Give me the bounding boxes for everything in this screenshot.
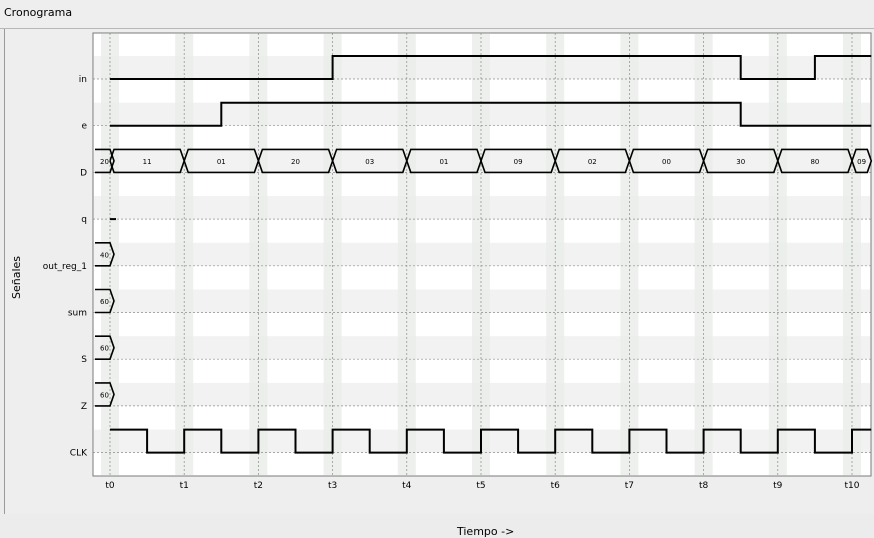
bus-value-label: 09 [857,158,866,166]
bus-value-label: 02 [588,158,597,166]
bus-value-label: 03 [365,158,374,166]
bus-value-label: 09 [514,158,523,166]
signal-wave [110,55,872,80]
signal-wave [110,101,872,127]
bus-value-label: 20 [291,158,300,166]
timing-chart: in e D 20 11 01 20 03 01 09 02 00 30 80 09 q out_reg_1 40… [43,32,873,491]
x-tick-label: t3 [328,481,337,491]
signal-label: out_reg_1 [43,262,87,272]
bus-cell [851,148,873,174]
x-tick-label: t5 [476,481,485,491]
x-tick-label: t8 [699,481,709,491]
bus-value-label: 11 [143,158,152,166]
bus-value-label: 01 [217,158,226,166]
bus-value-label: 30 [736,158,745,166]
chart-panel: in e D 20 11 01 20 03 01 09 02 00 30 80 09 q out_reg_1 40… [4,29,874,538]
x-tick-label: t9 [773,481,783,491]
signal-label: Z [81,402,87,412]
y-axis-label: Señales [10,255,23,299]
x-tick-label: t2 [254,481,263,491]
bus-cell [95,382,115,407]
signal-label: S [81,355,87,365]
bus-value-label: 01 [439,158,448,166]
x-axis-label: Tiempo -> [457,525,515,538]
signal-label: in [79,75,87,85]
bus-value-label: 60 [100,298,109,306]
bus-value-label: 00 [662,158,671,166]
x-tick-label: t4 [402,481,412,491]
x-tick-label: t7 [625,481,634,491]
x-tick-label: t10 [845,481,860,491]
signal-label: e [81,122,87,132]
bus-cell [95,242,115,267]
bus-cell [95,288,115,314]
title-bar: Cronograma [0,0,874,29]
bus-value-label: 60 [100,345,109,353]
bus-cell [95,335,115,361]
signal-label: CLK [70,449,88,459]
bus-value-label: 80 [810,158,819,166]
bus-value-label: 20 [100,158,109,166]
x-tick-label: t6 [551,481,561,491]
x-tick-label: t1 [180,481,189,491]
x-tick-label: t0 [105,481,115,491]
signal-label: sum [68,309,87,319]
signal-label: q [81,215,87,225]
signal-label: D [80,168,87,178]
bus-cell [95,148,115,174]
window-title: Cronograma [4,6,73,19]
signal-wave [110,428,872,454]
bus-value-label: 40 [100,251,109,259]
bus-value-label: 60 [100,391,109,399]
